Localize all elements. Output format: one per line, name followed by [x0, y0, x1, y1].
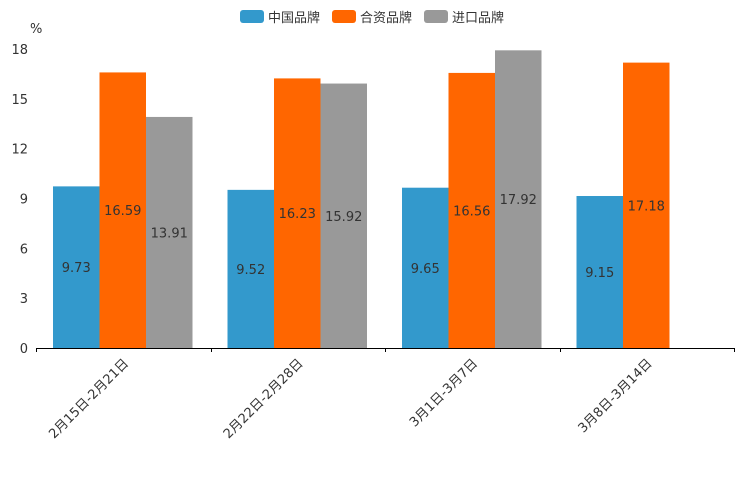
bar-1-2[interactable] — [448, 72, 496, 349]
bars-group: 9.73 9.52 9.65 9.15 16.59 16.23 16.56 17.18 13.9… — [53, 50, 670, 349]
legend-item-import[interactable]: 进口品牌 — [424, 7, 504, 26]
y-unit-label: % — [30, 22, 42, 37]
y-tick-label-2: 6 — [20, 242, 28, 257]
data-label-2-1: 15.92 — [325, 210, 362, 225]
legend-swatch-china — [239, 10, 264, 23]
bar-2-0[interactable] — [146, 116, 193, 348]
legend-item-china[interactable]: 中国品牌 — [239, 7, 320, 26]
bar-0-2[interactable] — [402, 187, 449, 348]
y-tick-label-3: 9 — [20, 193, 28, 208]
legend-label-jv: 合资品牌 — [359, 11, 412, 26]
legend-label-import: 进口品牌 — [452, 11, 505, 26]
legend-swatch-import — [424, 10, 448, 23]
data-label-0-0: 9.73 — [62, 261, 91, 276]
data-label-1-0: 16.59 — [104, 204, 141, 219]
y-tick-label-5: 15 — [11, 93, 28, 108]
bar-2-1[interactable] — [320, 83, 368, 348]
data-label-2-2: 17.92 — [500, 193, 537, 208]
y-tick-label-4: 12 — [11, 143, 28, 158]
data-label-0-1: 9.52 — [236, 263, 265, 278]
legend-label-china: 中国品牌 — [267, 11, 320, 26]
bar-1-3[interactable] — [623, 62, 670, 348]
legend: 中国品牌 合资品牌 进口品牌 — [0, 7, 744, 26]
x-tick-label-0: 2月15日-2月21日 — [46, 356, 132, 442]
data-label-2-0: 13.91 — [151, 226, 188, 241]
bar-0-1[interactable] — [227, 189, 275, 348]
bar-0-3[interactable] — [576, 196, 624, 348]
x-tick-label-2: 3月1日-3月7日 — [407, 356, 481, 430]
data-label-0-2: 9.65 — [411, 262, 440, 277]
bar-0-0[interactable] — [53, 186, 100, 348]
y-tick-label-6: 18 — [11, 43, 28, 58]
y-tick-label-1: 3 — [20, 292, 28, 307]
bar-2-2[interactable] — [495, 50, 542, 348]
y-tick-label-0: 0 — [20, 342, 28, 357]
data-label-0-3: 9.15 — [585, 266, 614, 281]
bar-1-0[interactable] — [99, 72, 147, 349]
data-label-1-3: 17.18 — [628, 199, 665, 214]
x-tick-label-3: 3月8日-3月14日 — [576, 356, 656, 436]
bar-1-1[interactable] — [274, 78, 321, 348]
legend-item-jv[interactable]: 合资品牌 — [331, 7, 412, 26]
legend-swatch-jv — [331, 10, 356, 23]
x-tick-label-1: 2月22日-2月28日 — [221, 356, 307, 442]
data-label-1-2: 16.56 — [453, 204, 490, 219]
data-label-1-1: 16.23 — [279, 207, 316, 222]
